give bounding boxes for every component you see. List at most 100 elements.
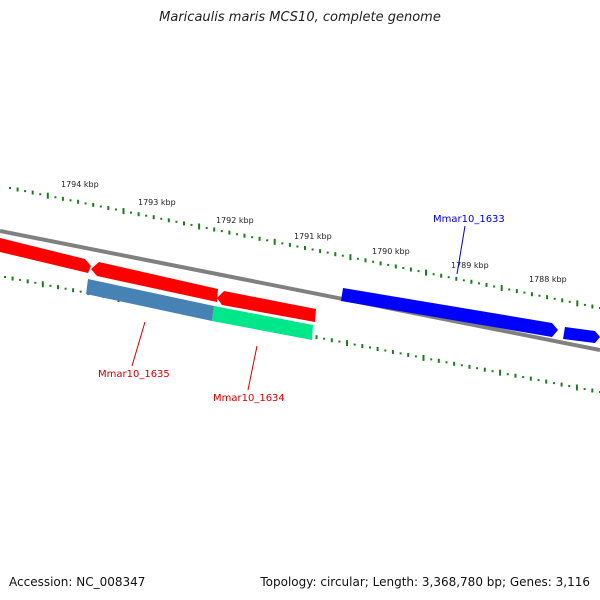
lower-track-tick bbox=[529, 376, 532, 381]
scale-label-1794: 1794 kbp bbox=[61, 180, 99, 189]
upper-track-tick bbox=[530, 292, 533, 297]
upper-track-tick bbox=[228, 230, 231, 235]
lower-track-tick bbox=[514, 373, 517, 378]
gene-arrow-right-partial[interactable] bbox=[563, 327, 600, 343]
upper-tick-track bbox=[9, 187, 600, 309]
upper-track-tick bbox=[167, 218, 170, 223]
upper-track-tick bbox=[24, 190, 27, 193]
upper-track-tick bbox=[69, 199, 72, 202]
upper-track-tick bbox=[356, 257, 359, 260]
lower-track-tick bbox=[430, 358, 433, 361]
upper-track-tick bbox=[485, 282, 488, 287]
lower-track-tick bbox=[391, 350, 394, 354]
upper-track-tick bbox=[281, 242, 284, 245]
lower-track-tick bbox=[361, 344, 364, 349]
lower-track-tick bbox=[11, 276, 14, 281]
upper-track-tick bbox=[114, 208, 117, 211]
map-title: Maricaulis maris MCS10, complete genome bbox=[159, 10, 441, 25]
upper-track-tick bbox=[288, 242, 291, 247]
accession-text: Accession: NC_008347 bbox=[9, 575, 146, 589]
scale-label-1788: 1788 kbp bbox=[529, 275, 567, 284]
upper-track-tick bbox=[266, 239, 269, 242]
gene-label-mmar10-1633[interactable]: Mmar10_1633 bbox=[433, 214, 505, 225]
upper-track-tick bbox=[145, 214, 148, 217]
gene-label-mmar10-1634[interactable]: Mmar10_1634 bbox=[213, 393, 285, 404]
lower-track-tick bbox=[468, 364, 471, 369]
upper-track-tick bbox=[190, 223, 193, 226]
lower-track-tick bbox=[445, 361, 448, 364]
upper-track-tick bbox=[31, 190, 34, 195]
upper-track-tick bbox=[61, 196, 64, 201]
leader-line-mmar10-1635 bbox=[131, 321, 146, 367]
gene-arrow-mmar10-1633[interactable] bbox=[341, 288, 558, 337]
upper-track-tick bbox=[341, 254, 344, 257]
gene-arrow-mid-red[interactable] bbox=[91, 262, 218, 302]
upper-track-tick bbox=[137, 212, 140, 217]
gene-label-mmar10-1635[interactable]: Mmar10_1635 bbox=[98, 369, 170, 380]
gene-arrow-right-red[interactable] bbox=[217, 291, 316, 322]
upper-track-tick bbox=[235, 233, 238, 236]
lower-track-tick bbox=[437, 358, 440, 363]
upper-track-tick bbox=[273, 238, 276, 245]
upper-track-tick bbox=[175, 220, 178, 223]
upper-track-tick bbox=[258, 236, 261, 241]
genome-backbone bbox=[0, 229, 600, 352]
upper-track-tick bbox=[349, 254, 352, 261]
gene-block-mmar10-1634[interactable] bbox=[212, 306, 313, 340]
upper-track-tick bbox=[561, 298, 564, 303]
scale-label-1789: 1789 kbp bbox=[451, 261, 489, 270]
upper-track-tick bbox=[372, 260, 375, 263]
lower-track-tick bbox=[422, 354, 425, 361]
upper-track-tick bbox=[379, 261, 382, 266]
upper-track-tick bbox=[515, 289, 518, 294]
lower-track-tick bbox=[460, 364, 463, 367]
gene-arrow-left-red[interactable] bbox=[0, 238, 91, 273]
lower-track-tick bbox=[49, 284, 52, 287]
highlighted-genes bbox=[86, 279, 313, 340]
lower-track-tick bbox=[323, 337, 326, 340]
upper-track-tick bbox=[205, 227, 208, 229]
upper-track-tick bbox=[122, 208, 125, 215]
reverse-strand-genes bbox=[0, 238, 316, 322]
lower-track-tick bbox=[560, 382, 563, 387]
upper-track-tick bbox=[311, 248, 314, 251]
lower-track-tick bbox=[575, 384, 578, 391]
upper-track-tick bbox=[319, 249, 322, 254]
lower-track-tick bbox=[19, 278, 22, 281]
upper-track-tick bbox=[92, 202, 95, 207]
lower-track-tick bbox=[4, 276, 6, 278]
upper-track-tick bbox=[394, 264, 397, 269]
lower-track-tick bbox=[399, 352, 402, 355]
lower-track-tick bbox=[545, 379, 548, 384]
lower-track-tick bbox=[476, 367, 479, 370]
upper-track-tick bbox=[508, 288, 511, 291]
lower-track-tick bbox=[57, 285, 59, 290]
lower-track-tick bbox=[453, 361, 456, 366]
scale-labels: 1794 kbp 1793 kbp 1792 kbp 1791 kbp 1790… bbox=[61, 180, 567, 284]
upper-track-tick bbox=[553, 297, 556, 300]
upper-track-tick bbox=[432, 273, 435, 276]
forward-strand-genes bbox=[341, 288, 600, 343]
upper-track-tick bbox=[183, 221, 185, 226]
upper-track-tick bbox=[568, 300, 571, 303]
gene-block-mmar10-1635[interactable] bbox=[86, 279, 214, 321]
gene-labels: Mmar10_1635 Mmar10_1634 Mmar10_1633 bbox=[98, 214, 505, 404]
upper-track-tick bbox=[251, 236, 254, 239]
lower-track-tick bbox=[568, 385, 571, 388]
leader-line-mmar10-1634 bbox=[247, 345, 258, 391]
upper-track-tick bbox=[296, 245, 299, 248]
upper-track-tick bbox=[160, 217, 163, 220]
upper-track-tick bbox=[304, 246, 306, 250]
lower-track-tick bbox=[369, 346, 371, 349]
upper-track-tick bbox=[478, 282, 480, 285]
lower-track-tick bbox=[407, 352, 410, 357]
upper-track-tick bbox=[46, 192, 49, 199]
gene-leader-lines bbox=[131, 225, 466, 391]
upper-track-tick bbox=[523, 291, 526, 294]
upper-track-tick bbox=[546, 295, 549, 300]
upper-track-tick bbox=[417, 270, 420, 273]
scale-label-1791: 1791 kbp bbox=[294, 232, 332, 241]
upper-track-tick bbox=[54, 196, 57, 199]
upper-track-tick bbox=[583, 303, 586, 306]
lower-track-tick bbox=[34, 281, 37, 284]
